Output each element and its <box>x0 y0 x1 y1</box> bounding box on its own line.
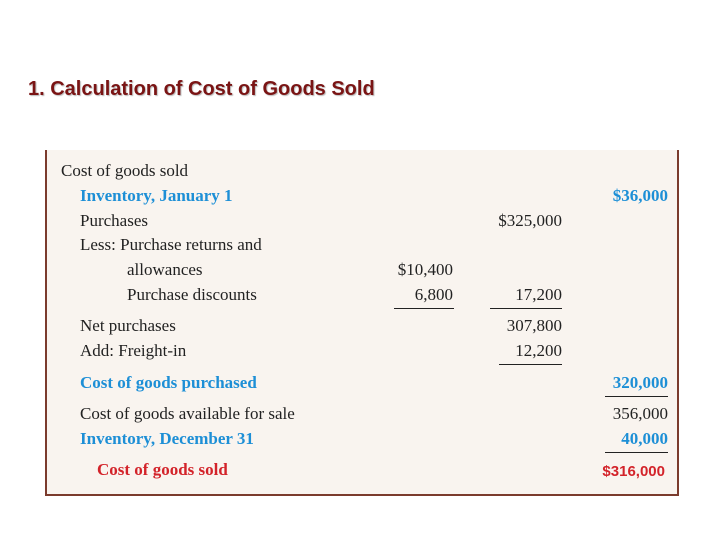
less-returns-label: Less: Purchase returns and <box>80 235 262 254</box>
allowances-value: $10,400 <box>397 260 453 279</box>
purchase-discounts-value: 6,800 <box>414 285 453 304</box>
allowances-label: allowances <box>127 260 203 279</box>
cost-goods-purchased-value: 320,000 <box>612 373 668 392</box>
freight-in-label: Add: Freight-in <box>80 341 187 360</box>
inventory-jan-label: Inventory, January 1 <box>80 186 233 205</box>
net-purchases-value: 307,800 <box>506 316 562 335</box>
net-purchases-label: Net purchases <box>80 316 176 335</box>
goods-available-label: Cost of goods available for sale <box>80 404 295 423</box>
purchase-discounts-label: Purchase discounts <box>127 285 257 304</box>
column2-underline-2 <box>499 364 562 365</box>
cost-goods-purchased-label: Cost of goods purchased <box>80 373 257 392</box>
column3-underline-1 <box>605 396 668 397</box>
freight-in-value: 12,200 <box>515 341 562 360</box>
page-title: 1. Calculation of Cost of Goods Sold <box>28 78 375 100</box>
cost-goods-sold-value: $316,000 <box>602 463 665 480</box>
deductions-total-value: 17,200 <box>515 285 562 304</box>
purchases-label: Purchases <box>80 211 148 230</box>
goods-available-value: 356,000 <box>612 404 668 423</box>
purchases-value: $325,000 <box>498 211 562 230</box>
cost-goods-sold-label: Cost of goods sold <box>97 460 228 479</box>
inventory-jan-value: $36,000 <box>612 186 668 205</box>
panel-bottom-border <box>45 494 679 496</box>
column1-underline <box>394 308 454 309</box>
inventory-dec-value: 40,000 <box>621 429 668 448</box>
inventory-dec-label: Inventory, December 31 <box>80 429 254 448</box>
statement-panel <box>45 150 679 496</box>
column3-underline-2 <box>605 452 668 453</box>
column2-underline-1 <box>490 308 562 309</box>
statement-header: Cost of goods sold <box>61 161 189 180</box>
